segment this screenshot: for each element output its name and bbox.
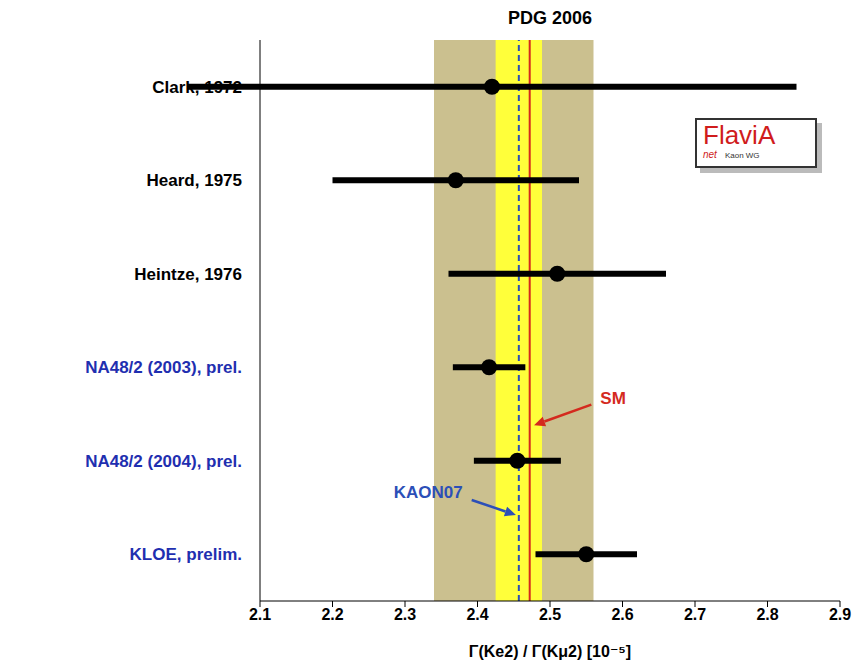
svg-text:2.2: 2.2 bbox=[321, 606, 343, 623]
svg-text:Clark, 1972: Clark, 1972 bbox=[152, 78, 242, 97]
svg-text:Heintze, 1976: Heintze, 1976 bbox=[134, 265, 242, 284]
svg-text:Heard, 1975: Heard, 1975 bbox=[147, 171, 242, 190]
html-text:net: net bbox=[703, 149, 717, 160]
svg-text:KAON07: KAON07 bbox=[394, 483, 463, 502]
svg-text:2.3: 2.3 bbox=[394, 606, 416, 623]
svg-text:2.8: 2.8 bbox=[756, 606, 778, 623]
svg-text:SM: SM bbox=[600, 389, 626, 408]
svg-text:NA48/2 (2004), prel.: NA48/2 (2004), prel. bbox=[85, 452, 242, 471]
html-text:Kaon WG: Kaon WG bbox=[724, 151, 760, 160]
html-text:PDG 2006: PDG 2006 bbox=[508, 8, 592, 28]
svg-text:2.5: 2.5 bbox=[539, 606, 561, 623]
svg-text:KLOE, prelim.: KLOE, prelim. bbox=[130, 545, 242, 564]
svg-text:2.4: 2.4 bbox=[466, 606, 488, 623]
svg-text:2.9: 2.9 bbox=[829, 606, 851, 623]
svg-text:NA48/2 (2003), prel.: NA48/2 (2003), prel. bbox=[85, 358, 242, 377]
html-text:FlaviA: FlaviA bbox=[703, 120, 776, 150]
svg-text:2.1: 2.1 bbox=[249, 606, 271, 623]
svg-text:2.7: 2.7 bbox=[684, 606, 706, 623]
svg-text:Γ(Ke2) / Γ(Kμ2) [10⁻⁵]: Γ(Ke2) / Γ(Kμ2) [10⁻⁵] bbox=[469, 643, 631, 660]
svg-text:2.6: 2.6 bbox=[611, 606, 633, 623]
